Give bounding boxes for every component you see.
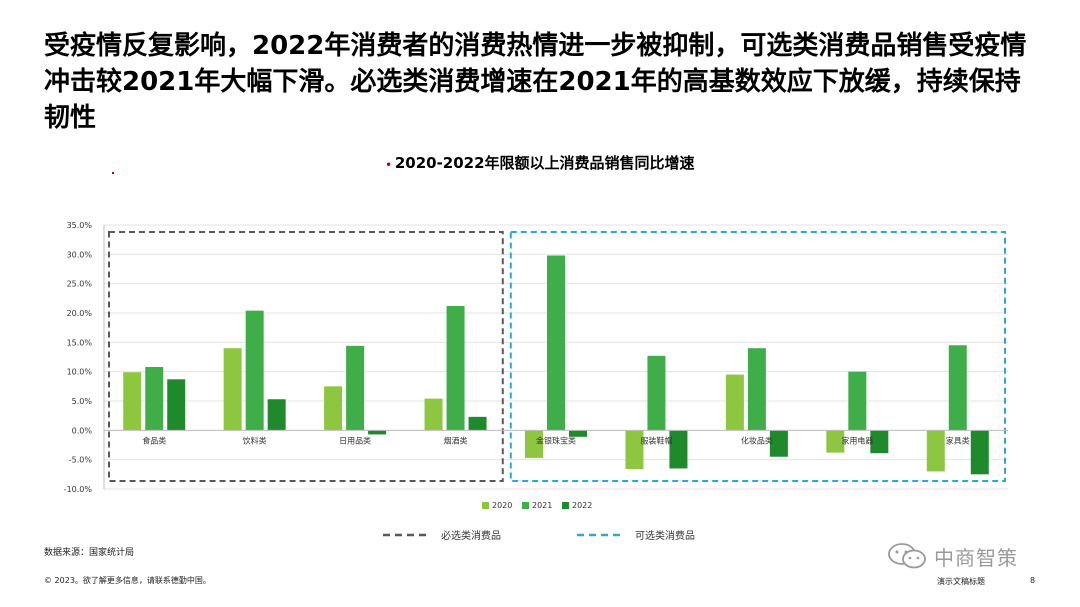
- footer-title: 演示文稿标题: [937, 577, 985, 586]
- y-tick-label: 15.0%: [67, 338, 93, 347]
- bar: [245, 310, 264, 431]
- legend-swatch: [482, 502, 489, 509]
- x-category-label: 服装鞋帽: [640, 435, 672, 445]
- bars: [123, 255, 989, 475]
- wechat-icon: [888, 543, 926, 569]
- chart-title-text: 2020-2022年限额以上消费品销售同比增速: [394, 154, 695, 172]
- y-tick-label: -5.0%: [69, 456, 93, 465]
- x-category-label: 家具类: [946, 435, 970, 445]
- copyright-note: © 2023。欲了解更多信息，请联系德勤中国。: [44, 576, 211, 585]
- x-category-label: 饮料类: [243, 435, 267, 445]
- bar: [324, 386, 343, 431]
- x-category-label: 烟酒类: [444, 435, 468, 445]
- watermark: 中商智策: [886, 541, 1018, 571]
- bar: [145, 366, 164, 431]
- bar: [368, 430, 387, 435]
- x-category-label: 食品类: [142, 435, 166, 445]
- bar: [525, 430, 543, 458]
- y-tick-label: 20.0%: [67, 309, 93, 318]
- bar: [547, 255, 565, 431]
- bar: [870, 430, 889, 454]
- legend: 2020 2021 2022 必选类消费品 可选类消费品: [383, 501, 695, 542]
- group-legend-label: 可选类消费品: [635, 529, 695, 542]
- y-tick-label: 30.0%: [67, 250, 93, 259]
- bar: [848, 371, 867, 431]
- title-bullet-icon: •: [385, 160, 392, 171]
- legend-swatch: [522, 502, 529, 509]
- y-tick-label: -10.0%: [64, 485, 93, 494]
- labels: 35.0% 30.0% 25.0% 20.0% 15.0% 10.0% 5.0% 0.0% -5…: [64, 221, 970, 494]
- group-box: [509, 231, 1006, 482]
- bar: [267, 399, 286, 431]
- source-note: 数据来源：国家统计局: [44, 548, 135, 558]
- bar: [948, 345, 967, 431]
- y-tick-label: 0.0%: [72, 426, 93, 435]
- y-tick-label: 25.0%: [67, 280, 93, 289]
- y-tick-label: 5.0%: [72, 397, 93, 406]
- bar: [769, 430, 788, 457]
- group-box: [108, 231, 504, 482]
- legend-label: 2020: [492, 501, 512, 510]
- chart-title: • 2020-2022年限额以上消费品销售同比增速: [0, 152, 1080, 173]
- bar: [123, 372, 142, 431]
- bar: [747, 348, 766, 431]
- red-dot: [112, 172, 114, 174]
- bar: [223, 348, 242, 431]
- bar: [446, 305, 465, 431]
- legend-label: 2022: [572, 501, 592, 510]
- y-tick-label: 35.0%: [67, 221, 93, 230]
- bar: [625, 430, 644, 470]
- x-category-label: 化妆品类: [741, 435, 773, 445]
- bar: [725, 374, 744, 431]
- bar: [424, 398, 443, 431]
- y-tick-label: 10.0%: [67, 368, 93, 377]
- legend-swatch: [562, 502, 569, 509]
- bar: [167, 379, 186, 431]
- x-category-label: 家用电器: [841, 435, 873, 445]
- bar: [468, 416, 487, 431]
- bar: [569, 430, 587, 437]
- group-legend-label: 必选类消费品: [441, 529, 501, 542]
- slide-title: 受疫情反复影响，2022年消费者的消费热情进一步被抑制，可选类消费品销售受疫情冲…: [44, 31, 1027, 133]
- bar: [647, 355, 666, 431]
- bar: [970, 430, 989, 475]
- bar: [926, 430, 945, 472]
- x-category-label: 金银珠宝类: [536, 435, 576, 445]
- x-category-label: 日用品类: [339, 435, 371, 445]
- group-boxes: [108, 231, 1006, 482]
- page-number: 8: [1030, 576, 1036, 585]
- bar: [669, 430, 688, 469]
- bar: [826, 430, 845, 453]
- bar: [346, 345, 365, 431]
- axis: [103, 225, 1008, 489]
- legend-label: 2021: [532, 501, 552, 510]
- watermark-text: 中商智策: [934, 545, 1018, 570]
